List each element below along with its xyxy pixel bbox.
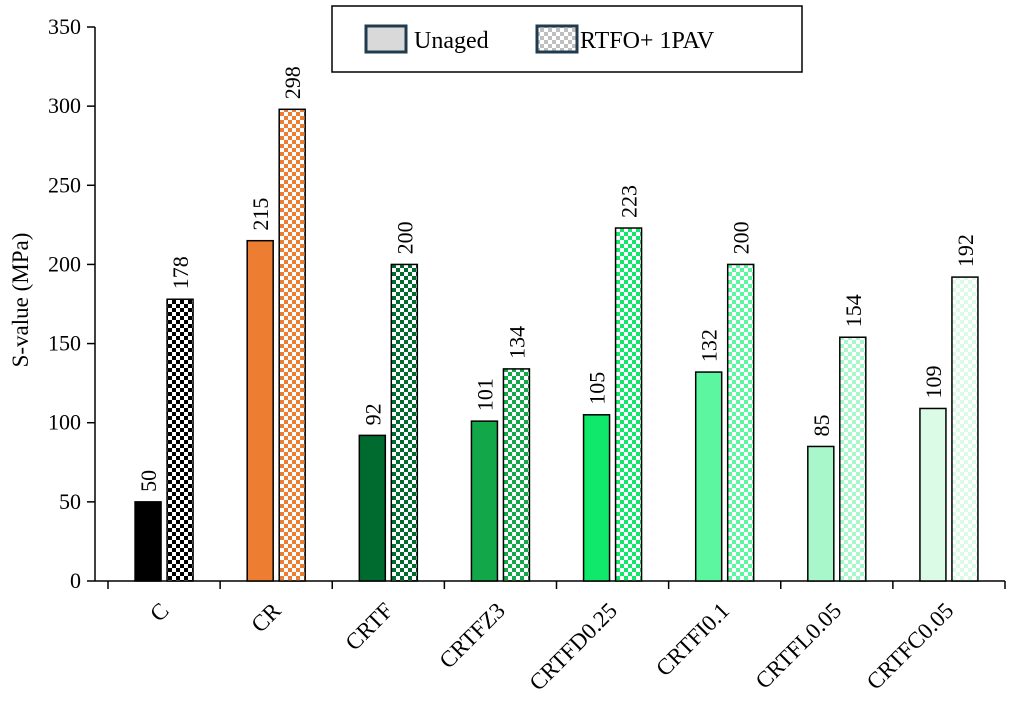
bar-aged-cr [278,108,306,582]
y-tick-label: 250 [48,172,81,197]
y-axis-ticks: 0 50 100 150 200 250 300 350 [48,14,95,593]
bar-unaged-cr [246,239,274,582]
y-tick-label: 200 [48,251,81,276]
category-label: CRTF [340,598,397,655]
data-labels-group: 50 178 215 298 92 200 101 134 105 223 132 200 85 154 1… [136,66,978,492]
category-label: CRTFI0.1 [651,598,734,681]
category-labels-group: C CR CRTF CRTFZ3 CRTFD0.25 CRTFI0.1 CRTFL0.05 C… [145,597,958,695]
bar-unaged-crtf [358,434,387,582]
data-label-unaged: 215 [248,198,273,231]
legend-label-unaged: Unaged [414,28,489,54]
bar-aged-crtfl0.05 [839,336,867,582]
data-label-aged: 154 [841,294,866,327]
data-label-unaged: 92 [360,403,385,425]
data-label-aged: 178 [168,256,193,289]
data-label-aged: 134 [504,326,529,359]
legend-swatch-aged [535,24,579,54]
bar-unaged-crtfl0.05 [807,445,835,582]
data-label-aged: 223 [617,185,642,218]
category-label: CRTFZ3 [435,598,510,673]
data-label-unaged: 85 [809,414,834,436]
data-label-unaged: 105 [585,372,610,405]
y-tick-label: 300 [48,93,81,118]
category-label: CRTFL0.05 [751,598,847,694]
data-label-aged: 192 [953,234,978,267]
y-tick-label: 350 [48,14,81,39]
category-label: C [145,598,174,627]
bar-unaged-crtfc0.05 [919,407,947,582]
bar-unaged-c [134,501,162,582]
data-label-aged: 200 [392,221,417,254]
y-tick-label: 150 [48,331,81,356]
bar-aged-crtfz3 [502,368,531,582]
bar-aged-crtfd0.25 [614,227,643,582]
x-axis [95,580,1006,589]
bar-aged-crtfi0.1 [726,263,755,582]
data-label-aged: 298 [280,66,305,99]
category-label: CRTFC0.05 [862,598,959,695]
data-label-aged: 200 [729,221,754,254]
y-tick-label: 100 [48,410,81,435]
data-label-unaged: 50 [136,470,161,492]
category-label: CR [246,597,286,637]
legend-swatch-unaged [364,24,408,54]
bar-aged-crtf [390,263,419,582]
legend-label-aged: RTFO+ 1PAV [580,28,715,54]
y-axis-title: S-value (MPa) [8,233,33,368]
y-tick-label: 50 [59,489,81,514]
category-label: CRTFD0.25 [525,598,623,696]
bars-group [134,108,979,582]
data-label-unaged: 109 [921,365,946,398]
bar-unaged-crtfz3 [470,420,499,582]
bar-unaged-crtfi0.1 [694,371,723,582]
data-label-unaged: 132 [697,329,722,362]
bar-aged-c [166,298,194,582]
y-tick-label: 0 [70,568,81,593]
bar-aged-crtfc0.05 [951,276,979,582]
data-label-unaged: 101 [472,378,497,411]
bar-unaged-crtfd0.25 [582,414,611,582]
legend: Unaged RTFO+ 1PAV [331,5,803,73]
